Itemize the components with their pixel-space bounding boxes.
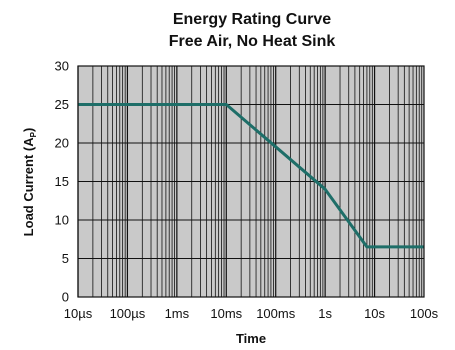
x-axis-ticks: 10µs 100µs 1ms 10ms 100ms 1s 10s 100s	[64, 306, 439, 321]
plot-border	[77, 65, 425, 298]
x-tick-label: 10µs	[64, 306, 93, 321]
y-tick-label: 25	[55, 97, 69, 112]
x-axis-label: Time	[236, 331, 266, 346]
y-tick-label: 30	[55, 59, 69, 74]
y-tick-label: 20	[55, 136, 69, 151]
x-tick-label: 100s	[410, 306, 439, 321]
y-tick-label: 15	[55, 174, 69, 189]
y-axis-label-subscript: P	[29, 131, 38, 137]
x-tick-label: 10s	[364, 306, 385, 321]
energy-rating-curve-line	[78, 103, 424, 249]
x-tick-label: 100µs	[110, 306, 146, 321]
y-axis-ticks: 0 5 10 15 20 25 30	[55, 59, 69, 305]
y-tick-label: 5	[62, 251, 69, 266]
x-tick-label: 1ms	[165, 306, 190, 321]
y-tick-label: 0	[62, 290, 69, 305]
x-tick-label: 1s	[318, 306, 332, 321]
y-axis-label-close: )	[21, 128, 36, 132]
x-tick-label: 10ms	[210, 306, 242, 321]
x-tick-label: 100ms	[256, 306, 296, 321]
y-tick-label: 10	[55, 213, 69, 228]
y-axis-label-main: Load Current (A	[21, 137, 36, 237]
chart-title: Energy Rating Curve	[173, 11, 331, 28]
chart-subtitle: Free Air, No Heat Sink	[169, 33, 336, 50]
y-axis-label: Load Current (AP)	[21, 128, 38, 237]
